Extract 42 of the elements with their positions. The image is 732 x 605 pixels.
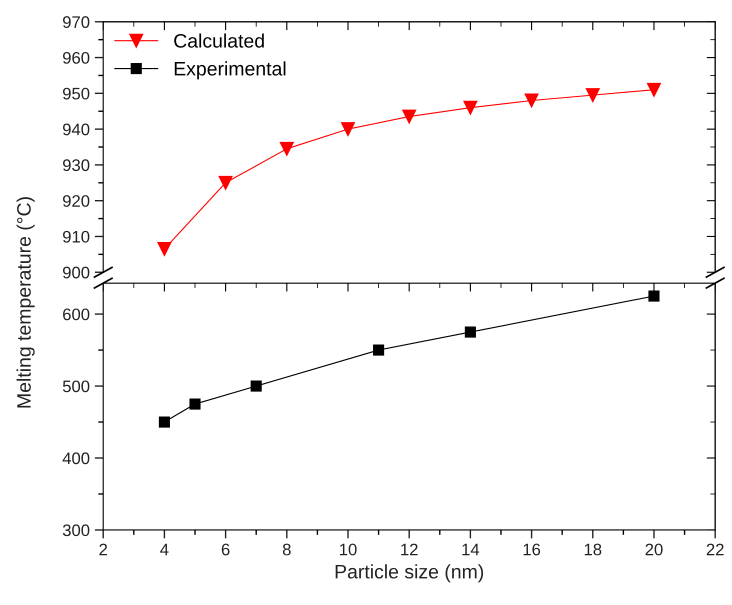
x-tick-label: 20 — [646, 544, 663, 556]
x-tick-label: 8 — [282, 544, 291, 556]
x-axis-title: Particle size (nm) — [336, 564, 484, 582]
y-tick-label: 910 — [62, 230, 90, 243]
point — [157, 242, 172, 256]
x-tick-label: 6 — [222, 544, 230, 556]
legend-label: Experimental — [174, 61, 286, 80]
y-tick-label: 970 — [62, 16, 90, 28]
x-tick-label: 10 — [340, 544, 357, 556]
y-tick-label: 940 — [62, 124, 90, 136]
point — [250, 380, 262, 392]
x-tick-label: 16 — [524, 544, 540, 556]
point — [647, 82, 661, 97]
y-tick-label: 950 — [62, 88, 90, 100]
point — [463, 100, 478, 115]
y-tick-label: 600 — [63, 308, 90, 320]
point — [524, 94, 539, 108]
y-tick-label: 960 — [62, 52, 90, 64]
legend-label: Calculated — [174, 33, 264, 48]
point — [158, 416, 170, 428]
y-tick-label: 900 — [62, 266, 90, 278]
point — [189, 398, 201, 410]
y-tick-label: 500 — [62, 380, 90, 392]
x-tick-label: 2 — [99, 544, 108, 556]
point — [464, 326, 476, 338]
y-tick-label: 930 — [62, 159, 90, 172]
y-tick-label: 400 — [62, 452, 90, 464]
x-tick-label: 22 — [706, 544, 724, 556]
point — [280, 142, 294, 156]
y-tick-label: 300 — [62, 524, 90, 536]
x-tick-label: 4 — [160, 544, 169, 556]
point — [648, 290, 660, 302]
point — [586, 88, 600, 102]
x-tick-label: 12 — [401, 544, 418, 556]
point — [218, 176, 233, 190]
point — [341, 122, 355, 136]
y-tick-label: 920 — [62, 195, 90, 207]
x-tick-label: 18 — [584, 544, 602, 556]
point — [402, 110, 416, 124]
point — [373, 344, 384, 356]
x-tick-label: 14 — [462, 544, 480, 556]
y-axis-title: Melting temperature (°C) — [16, 197, 35, 408]
